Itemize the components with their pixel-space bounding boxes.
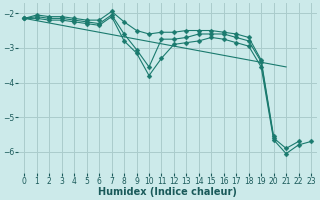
X-axis label: Humidex (Indice chaleur): Humidex (Indice chaleur) [98, 187, 237, 197]
